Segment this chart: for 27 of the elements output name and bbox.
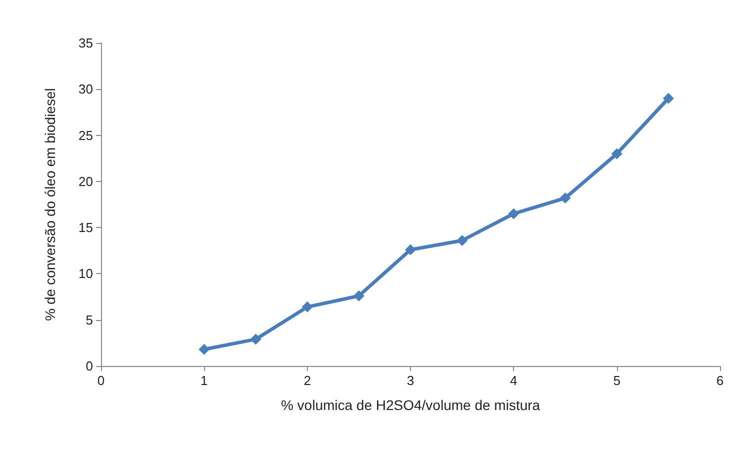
point [405,244,416,256]
y-tick-label: 5 [86,312,93,328]
y-axis-title: % de conversão do óleo em biodiesel [42,88,58,321]
point [456,234,468,246]
y-tick-label: 0 [86,358,93,374]
point [250,334,262,345]
y-tick-label: 10 [78,266,93,282]
x-tick-label: 3 [406,373,414,388]
x-tick-label: 6 [716,373,724,388]
y-tick-label: 35 [78,36,93,50]
x-tick-label: 2 [304,373,311,388]
y-tick-label: 25 [78,128,93,143]
x-tick-label: 5 [613,373,620,388]
x-axis-title: % volumica de H2SO4/volume de mistura [280,397,540,413]
point [198,344,210,355]
y-tick-label: 30 [78,82,93,97]
point [302,301,313,312]
x-tick-label: 4 [510,373,518,388]
y-tick-label: 15 [78,220,93,236]
y-tick-label: 20 [78,174,93,189]
point [560,192,571,204]
point [662,92,674,104]
point [508,208,520,220]
x-tick-label: 1 [200,373,208,388]
x-tick-label: 0 [97,373,105,388]
point [353,290,364,302]
point [611,148,622,160]
